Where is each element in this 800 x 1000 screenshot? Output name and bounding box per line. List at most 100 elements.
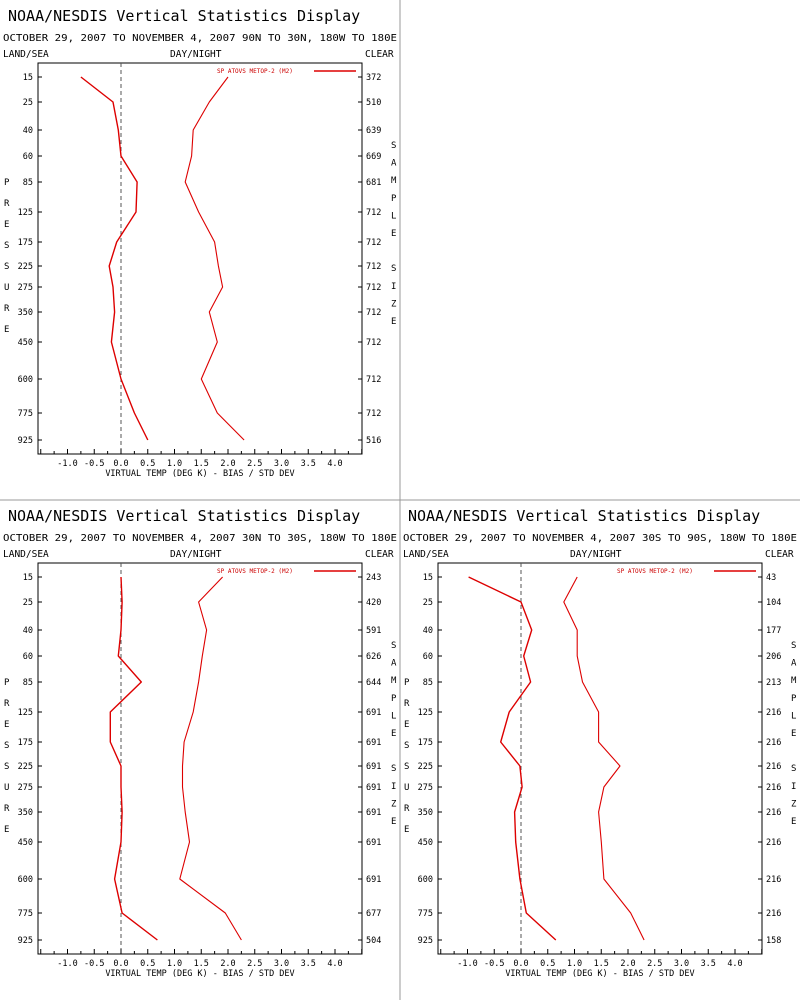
sample-size-label: 712	[366, 208, 381, 218]
pressure-axis-letter: R	[4, 804, 10, 814]
chart-panel: NOAA/NESDIS Vertical Statistics Display O…	[403, 507, 797, 979]
sample-size-label: 213	[766, 678, 781, 688]
x-tick-label: 3.0	[274, 959, 289, 969]
pressure-axis-letter: U	[4, 783, 9, 793]
sample-size-axis-letter: I	[791, 782, 796, 792]
pressure-tick-label: 600	[18, 875, 33, 885]
x-tick-label: 3.5	[301, 459, 316, 469]
pressure-axis-letter: P	[4, 678, 10, 688]
sample-size-label: 712	[366, 262, 381, 272]
x-tick-label: 1.5	[594, 959, 609, 969]
sample-size-label: 158	[766, 936, 781, 946]
sample-size-label: 712	[366, 283, 381, 293]
x-tick-label: 0.5	[140, 459, 155, 469]
std-dev-line	[563, 576, 645, 941]
pressure-axis-letter: S	[4, 741, 9, 751]
sample-size-label: 177	[766, 626, 781, 636]
sample-size-label: 712	[366, 409, 381, 419]
x-tick-label: 1.0	[167, 459, 182, 469]
sample-size-axis-letter: S	[391, 641, 396, 651]
sample-size-label: 691	[366, 838, 381, 848]
chart-panel: NOAA/NESDIS Vertical Statistics Display O…	[3, 7, 397, 479]
x-tick-label: -0.5	[84, 959, 104, 969]
sample-size-label: 243	[366, 573, 381, 583]
land-sea-label: LAND/SEA	[3, 49, 49, 60]
sample-size-label: 504	[366, 936, 381, 946]
x-tick-label: 0.5	[140, 959, 155, 969]
pressure-tick-label: 15	[23, 573, 33, 583]
clear-label: CLEAR	[765, 549, 794, 560]
pressure-tick-label: 450	[418, 838, 433, 848]
x-tick-label: 1.5	[194, 959, 209, 969]
pressure-tick-label: 25	[23, 98, 33, 108]
sample-size-label: 216	[766, 808, 781, 818]
sample-size-label: 626	[366, 652, 381, 662]
sample-size-label: 372	[366, 73, 381, 83]
sample-size-axis-letter: L	[391, 711, 396, 721]
pressure-axis-letter: U	[4, 283, 9, 293]
std-dev-line	[179, 576, 242, 941]
sample-size-label: 43	[766, 573, 776, 583]
pressure-axis-letter: R	[404, 804, 410, 814]
pressure-tick-label: 25	[23, 598, 33, 608]
pressure-tick-label: 925	[18, 936, 33, 946]
x-tick-label: 3.5	[301, 959, 316, 969]
pressure-tick-label: 225	[18, 262, 33, 272]
pressure-tick-label: 60	[23, 152, 33, 162]
pressure-tick-label: 275	[418, 783, 433, 793]
plot-frame	[37, 62, 363, 455]
sample-size-label: 677	[366, 909, 381, 919]
sample-size-axis-letter: P	[391, 194, 397, 204]
sample-size-label: 216	[766, 762, 781, 772]
sample-size-label: 104	[766, 598, 781, 608]
pressure-tick-label: 775	[418, 909, 433, 919]
sample-size-label: 216	[766, 875, 781, 885]
sample-size-axis-letter: S	[791, 764, 796, 774]
pressure-axis-letter: R	[4, 199, 10, 209]
sample-size-label: 712	[366, 238, 381, 248]
sample-size-axis-letter: A	[391, 659, 397, 669]
pressure-axis-letter: S	[4, 241, 9, 251]
pressure-tick-label: 350	[18, 308, 33, 318]
x-tick-label: 3.0	[674, 959, 689, 969]
pressure-tick-label: 350	[18, 808, 33, 818]
std-dev-line	[184, 76, 245, 441]
x-tick-label: 4.0	[327, 459, 342, 469]
pressure-tick-label: 15	[423, 573, 433, 583]
pressure-tick-label: 775	[18, 909, 33, 919]
x-tick-label: 2.0	[220, 459, 235, 469]
x-axis-label: VIRTUAL TEMP (DEG K) - BIAS / STD DEV	[105, 969, 294, 979]
sample-size-axis-letter: P	[791, 694, 797, 704]
pressure-tick-label: 225	[418, 762, 433, 772]
pressure-axis-letter: E	[404, 825, 409, 835]
sample-size-axis-letter: Z	[391, 799, 397, 809]
pressure-axis-letter: S	[404, 741, 409, 751]
x-tick-label: -1.0	[57, 459, 77, 469]
pressure-tick-label: 175	[18, 238, 33, 248]
chart-subtitle: OCTOBER 29, 2007 TO NOVEMBER 4, 2007 30S…	[403, 533, 797, 544]
pressure-tick-label: 600	[418, 875, 433, 885]
sample-size-axis-letter: L	[791, 711, 796, 721]
x-tick-label: 1.0	[167, 959, 182, 969]
sample-size-label: 206	[766, 652, 781, 662]
sample-size-label: 691	[366, 875, 381, 885]
pressure-tick-label: 85	[423, 678, 433, 688]
plot-frame	[37, 562, 363, 955]
day-night-label: DAY/NIGHT	[170, 549, 222, 560]
sample-size-label: 712	[366, 308, 381, 318]
pressure-axis-letter: U	[404, 783, 409, 793]
pressure-tick-label: 450	[18, 338, 33, 348]
sample-size-axis-letter: E	[391, 229, 396, 239]
pressure-axis-letter: R	[4, 699, 10, 709]
land-sea-label: LAND/SEA	[403, 549, 449, 560]
x-axis-label: VIRTUAL TEMP (DEG K) - BIAS / STD DEV	[505, 969, 694, 979]
pressure-tick-label: 125	[18, 708, 33, 718]
clear-label: CLEAR	[365, 49, 394, 60]
sample-size-label: 216	[766, 783, 781, 793]
x-tick-label: 4.0	[327, 959, 342, 969]
sample-size-label: 216	[766, 708, 781, 718]
sample-size-label: 691	[366, 808, 381, 818]
pressure-axis-letter: E	[4, 325, 9, 335]
bias-line	[109, 576, 158, 941]
